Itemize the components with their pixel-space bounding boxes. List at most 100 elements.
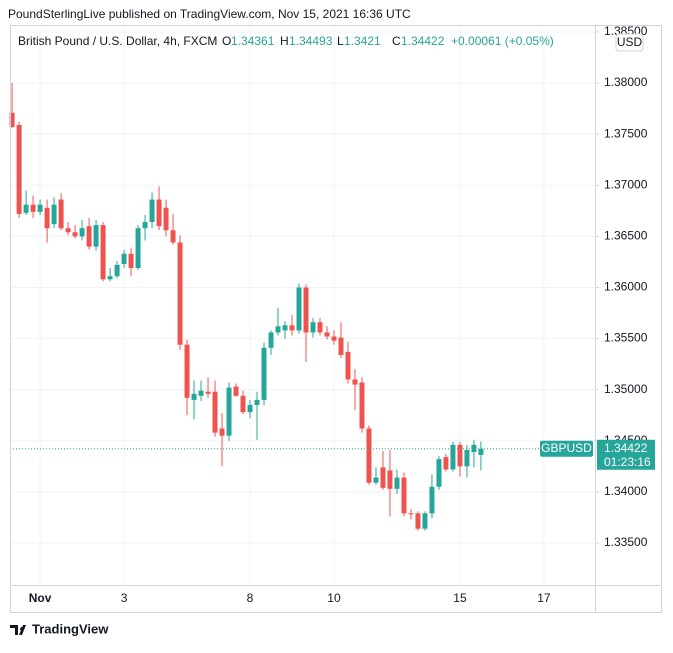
candle-body (37, 204, 43, 212)
countdown: 01:23:16 (604, 455, 651, 469)
y-tick-label: 1.36000 (604, 280, 648, 294)
legend-key: H (280, 34, 289, 48)
candle-body (58, 199, 64, 229)
chart-frame (10, 25, 662, 613)
currency-badge[interactable] (615, 33, 644, 52)
candle-body (478, 448, 484, 455)
candle-body (86, 226, 92, 247)
candle-body (275, 326, 281, 333)
candle-body (457, 444, 463, 467)
candle-body (415, 513, 421, 529)
candle-body (359, 382, 365, 429)
candle-body (191, 393, 197, 400)
candle-body (429, 486, 435, 514)
candle-body (9, 112, 15, 128)
y-tick-label: 1.33500 (604, 535, 648, 549)
candle-body (296, 287, 302, 331)
candle-body (184, 344, 190, 398)
legend-key: O (222, 34, 231, 48)
candle-body (30, 204, 36, 212)
candle-body (16, 124, 22, 214)
candle-body (93, 225, 99, 247)
candle-body (156, 199, 162, 227)
candle-body (233, 386, 239, 396)
candle-body (212, 391, 218, 433)
legend-low: 1.3421 (344, 34, 381, 48)
candle-body (380, 467, 386, 488)
last-price: 1.34422 (604, 441, 648, 455)
candle-body (79, 228, 85, 237)
candle-body (471, 444, 477, 453)
legend-open: 1.34361 (231, 34, 275, 48)
footer: TradingView (32, 621, 109, 636)
candle-body (240, 395, 246, 413)
currency[interactable]: USD (617, 35, 643, 49)
symbol: British Pound / U.S. Dollar, 4h, FXCM (18, 34, 217, 48)
candle-body (142, 222, 148, 229)
candle-body (303, 287, 309, 333)
candle-body (51, 204, 57, 225)
candle-body (436, 459, 442, 487)
candle-body (72, 232, 78, 237)
candle-body (338, 337, 344, 355)
legend-change: +0.00061 (+0.05%) (451, 34, 554, 48)
candle-body (464, 449, 470, 467)
candle-body (366, 428, 372, 483)
candle-body (394, 477, 400, 489)
candle-body (128, 253, 134, 269)
footer-logo: TradingView (10, 621, 109, 636)
candle-body (65, 228, 71, 233)
x-tick-label: 17 (537, 591, 551, 605)
candle-body (226, 387, 232, 436)
candle-body (149, 199, 155, 223)
x-tick-label: 15 (453, 591, 467, 605)
candle-body (352, 379, 358, 385)
candle-body (114, 264, 120, 277)
candle-body (387, 470, 393, 489)
candle-body (331, 336, 337, 341)
grid-layer (10, 25, 595, 585)
axis-layer: 1.335001.340001.345001.350001.355001.360… (29, 24, 655, 605)
y-tick-label: 1.34000 (604, 484, 648, 498)
x-tick-label: 10 (327, 591, 341, 605)
price-badge (597, 439, 655, 470)
candle-body (401, 477, 407, 514)
candle-body (345, 351, 351, 380)
candle-body (205, 391, 211, 394)
y-tick-label: 1.36500 (604, 229, 648, 243)
candle-body (317, 322, 323, 333)
x-tick-label: 8 (247, 591, 254, 605)
y-tick-label: 1.35000 (604, 382, 648, 396)
candle-body (310, 322, 316, 333)
candle-body (261, 347, 267, 400)
candle-body (170, 230, 176, 243)
legend-high: 1.34493 (289, 34, 333, 48)
candle-body (268, 332, 274, 348)
ticker: GBPUSD (541, 441, 592, 455)
x-tick-label: 3 (121, 591, 128, 605)
candle-body (121, 253, 127, 264)
candle-body (324, 332, 330, 337)
legend-key: C (392, 34, 401, 48)
y-tick-label: 1.37000 (604, 177, 648, 191)
legend-close: 1.34422 (401, 34, 445, 48)
candle-layer (9, 83, 595, 531)
chart-title: PoundSterlingLive published on TradingVi… (8, 7, 411, 21)
candle-body (443, 457, 449, 470)
candle-body (198, 390, 204, 396)
candle-body (282, 325, 288, 331)
y-tick-label: 1.37500 (604, 126, 648, 140)
candle-body (100, 225, 106, 280)
candle-body (247, 405, 253, 413)
candle-body (107, 276, 113, 280)
candle-body (450, 444, 456, 470)
y-tick-label: 1.35500 (604, 331, 648, 345)
candle-body (219, 428, 225, 436)
candle-body (254, 399, 260, 406)
candle-body (44, 207, 50, 229)
y-tick-label: 1.38000 (604, 75, 648, 89)
candle-body (373, 477, 379, 483)
candle-body (135, 228, 141, 269)
